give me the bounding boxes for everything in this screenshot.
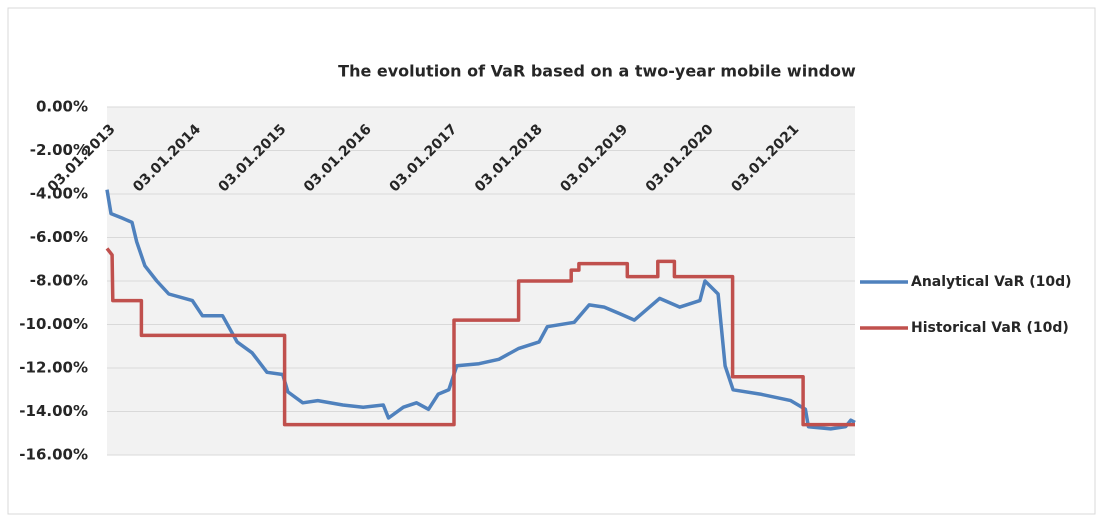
line-series [105,189,856,431]
y-tick-label: -6.00% [30,228,88,246]
y-tick-label: -16.00% [19,446,88,464]
chart-title: The evolution of VaR based on a two-year… [338,62,856,81]
y-tick-label: 0.00% [36,98,88,116]
line-series [105,247,855,427]
y-tick-label: -2.00% [30,141,88,159]
y-tick-label: -12.00% [19,359,88,377]
legend-label: Historical VaR (10d) [911,320,1069,336]
y-tick-label: -8.00% [30,272,88,290]
y-tick-label: -14.00% [19,402,88,420]
legend-label: Analytical VaR (10d) [911,274,1072,290]
y-tick-label: -10.00% [19,315,88,333]
y-tick-label: -4.00% [30,185,88,203]
